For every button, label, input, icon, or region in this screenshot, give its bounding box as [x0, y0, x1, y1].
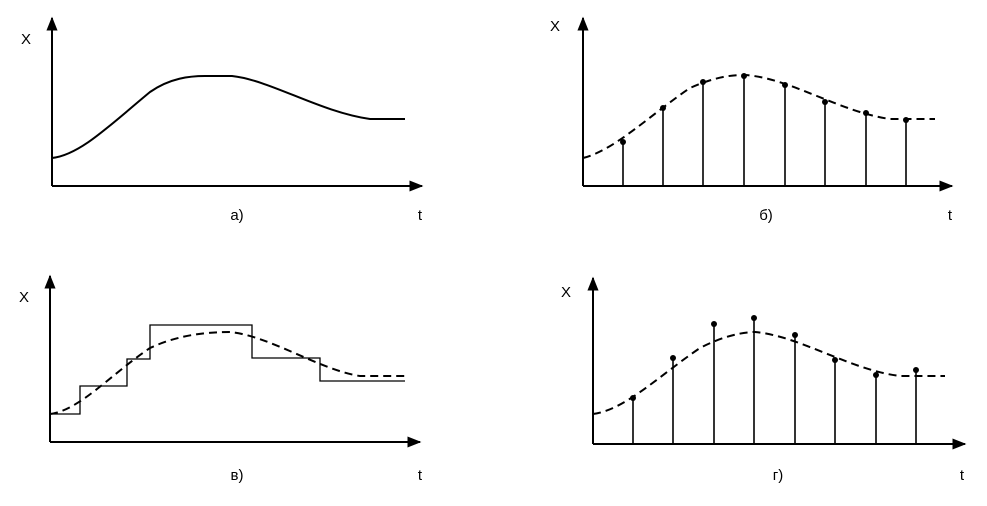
analog-curve	[592, 330, 945, 415]
analog-curve	[51, 75, 405, 159]
panel-b: X t б)	[550, 16, 954, 224]
y-label: X	[550, 18, 560, 35]
x-label: t	[960, 467, 965, 484]
panel-d: X t г)	[561, 276, 967, 484]
x-label: t	[418, 207, 423, 224]
x-label: t	[948, 207, 953, 224]
y-label: X	[561, 284, 571, 301]
samples	[630, 315, 919, 444]
panel-label: а)	[230, 207, 243, 224]
analog-curve	[49, 330, 405, 415]
panel-label: в)	[231, 467, 244, 484]
quantized-signal	[50, 324, 405, 415]
panel-label: г)	[773, 467, 783, 484]
analog-curve	[582, 73, 935, 159]
samples	[620, 73, 909, 186]
x-label: t	[418, 467, 423, 484]
y-label: X	[19, 289, 29, 306]
panel-c: X t в)	[19, 274, 423, 484]
panel-a: X t а)	[21, 16, 424, 224]
y-label: X	[21, 31, 31, 48]
panel-label: б)	[759, 207, 773, 224]
